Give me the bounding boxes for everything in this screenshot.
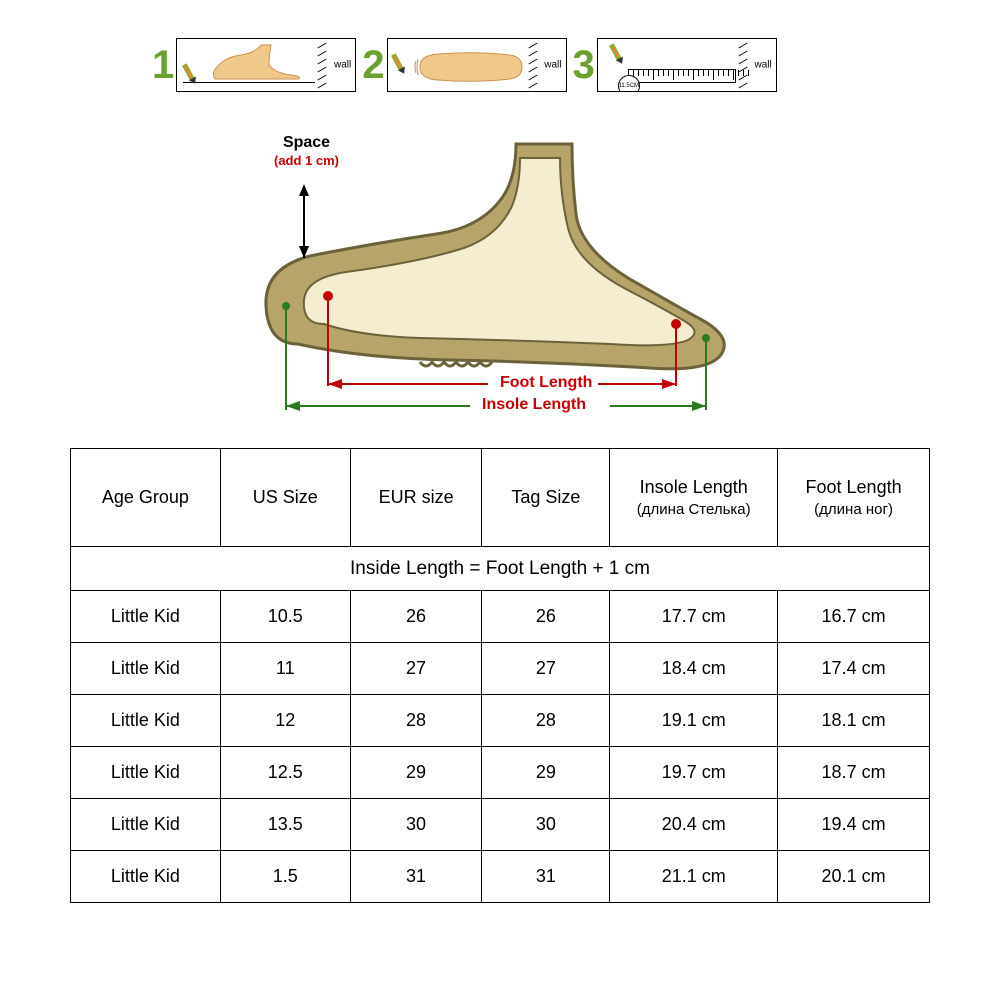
table-header-row: Age GroupUS SizeEUR sizeTag SizeInsole L… (71, 449, 930, 547)
table-cell: 18.4 cm (610, 643, 778, 695)
step-1: 1 wall (152, 38, 356, 92)
table-cell: 12 (220, 695, 350, 747)
space-text: Space (283, 134, 330, 151)
table-cell: 17.7 cm (610, 591, 778, 643)
table-cell: 26 (482, 591, 610, 643)
table-cell: Little Kid (71, 851, 221, 903)
table-cell: 10.5 (220, 591, 350, 643)
table-cell: Little Kid (71, 591, 221, 643)
size-chart-page: 1 wall 2 (0, 0, 1000, 1000)
foot-top-icon (414, 47, 524, 87)
table-cell: 21.1 cm (610, 851, 778, 903)
pencil-icon (605, 41, 628, 67)
table-cell: Little Kid (71, 747, 221, 799)
table-header-sub: (длина ног) (784, 500, 923, 520)
insole-length-label: Insole Length (482, 396, 586, 414)
table-cell: 19.7 cm (610, 747, 778, 799)
measurement-steps: 1 wall 2 (152, 38, 852, 92)
step-illustration: wall (387, 38, 567, 92)
table-cell: 18.1 cm (778, 695, 930, 747)
table-row: Little Kid1.5313121.1 cm20.1 cm (71, 851, 930, 903)
step-illustration: wall (176, 38, 356, 92)
table-cell: 31 (482, 851, 610, 903)
table-cell: 12.5 (220, 747, 350, 799)
space-note: (add 1 cm) (274, 153, 339, 168)
step-number: 2 (362, 45, 384, 85)
foot-side-icon (211, 43, 301, 83)
wall-hatch-icon (528, 41, 538, 91)
step-2: 2 wall (362, 38, 566, 92)
table-header-cell: Age Group (71, 449, 221, 547)
table-cell: 27 (482, 643, 610, 695)
table-header-cell: Insole Length(длина Стелька) (610, 449, 778, 547)
step-illustration: 11.5CM wall (597, 38, 777, 92)
table-cell: 29 (350, 747, 482, 799)
table-cell: 13.5 (220, 799, 350, 851)
shoe-diagram: Space (add 1 cm) (250, 128, 750, 428)
table-cell: Little Kid (71, 643, 221, 695)
wall-hatch-icon (738, 41, 748, 91)
pencil-icon (387, 51, 410, 77)
wall-hatch-icon (317, 41, 327, 91)
table-cell: 17.4 cm (778, 643, 930, 695)
table-header-sub: (длина Стелька) (616, 500, 771, 520)
step-number: 1 (152, 45, 174, 85)
table-cell: 1.5 (220, 851, 350, 903)
wall-label: wall (755, 60, 772, 71)
table-cell: 18.7 cm (778, 747, 930, 799)
table-cell: 29 (482, 747, 610, 799)
wall-label: wall (544, 60, 561, 71)
table-header-cell: Tag Size (482, 449, 610, 547)
table-cell: 28 (350, 695, 482, 747)
table-cell: 19.4 cm (778, 799, 930, 851)
table-cell: 20.4 cm (610, 799, 778, 851)
table-row: Little Kid12282819.1 cm18.1 cm (71, 695, 930, 747)
table-row: Little Kid11272718.4 cm17.4 cm (71, 643, 930, 695)
table-cell: 31 (350, 851, 482, 903)
table-header-cell: Foot Length(длина ног) (778, 449, 930, 547)
ruler-readout: 11.5CM (618, 75, 640, 92)
table-cell: 30 (350, 799, 482, 851)
table-header-cell: US Size (220, 449, 350, 547)
table-cell: 26 (350, 591, 482, 643)
table-cell: 16.7 cm (778, 591, 930, 643)
table-cell: 11 (220, 643, 350, 695)
table-row: Little Kid12.5292919.7 cm18.7 cm (71, 747, 930, 799)
table-header-cell: EUR size (350, 449, 482, 547)
table-cell: Little Kid (71, 695, 221, 747)
step-3: 3 11.5CM wall (573, 38, 777, 92)
table-row: Little Kid10.5262617.7 cm16.7 cm (71, 591, 930, 643)
table-caption: Inside Length = Foot Length + 1 cm (71, 547, 930, 591)
size-chart-table: Inside Length = Foot Length + 1 cm Age G… (70, 448, 930, 903)
table-cell: 27 (350, 643, 482, 695)
table-cell: Little Kid (71, 799, 221, 851)
step-number: 3 (573, 45, 595, 85)
table-cell: 19.1 cm (610, 695, 778, 747)
pencil-icon (179, 61, 202, 87)
foot-length-label: Foot Length (500, 374, 592, 392)
table-cell: 20.1 cm (778, 851, 930, 903)
table-cell: 30 (482, 799, 610, 851)
table-body: Little Kid10.5262617.7 cm16.7 cmLittle K… (71, 591, 930, 903)
table-row: Little Kid13.5303020.4 cm19.4 cm (71, 799, 930, 851)
space-label: Space (add 1 cm) (274, 134, 339, 171)
ruler-icon (628, 69, 736, 83)
wall-label: wall (334, 60, 351, 71)
table-caption-row: Inside Length = Foot Length + 1 cm (71, 547, 930, 591)
table-cell: 28 (482, 695, 610, 747)
